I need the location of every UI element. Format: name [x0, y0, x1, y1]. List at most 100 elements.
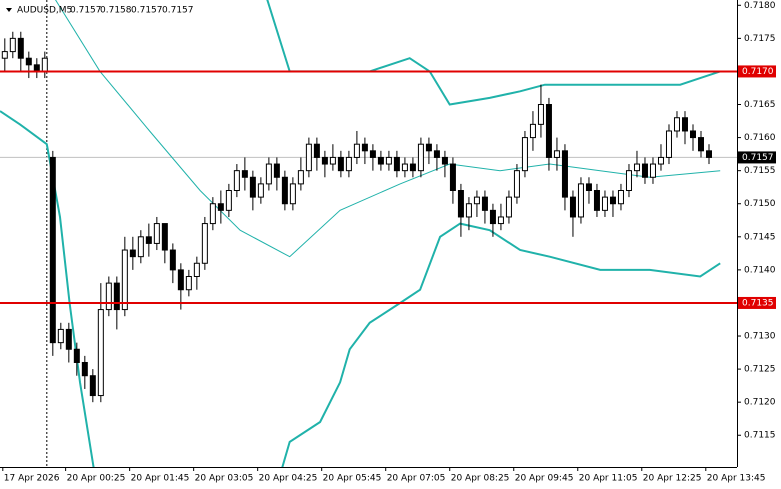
candle-body — [697, 137, 704, 152]
candle-body — [545, 104, 552, 158]
x-tick-label: 20 Apr 09:45 — [515, 474, 574, 484]
candle-body — [89, 375, 96, 397]
current-price-label: 0.7157 — [742, 153, 774, 163]
candle-body — [577, 183, 584, 218]
candle-body — [137, 236, 144, 258]
candle-body — [73, 348, 80, 363]
candle-body — [673, 117, 680, 132]
candle-body — [337, 156, 344, 172]
x-tick-label: 20 Apr 05:45 — [323, 474, 382, 484]
candle-body — [409, 163, 416, 172]
candle-body — [617, 190, 624, 205]
candle-body — [313, 143, 320, 158]
candle-body — [633, 163, 640, 172]
candle-body — [481, 196, 488, 211]
candle-body — [593, 190, 600, 211]
candle-body — [193, 262, 200, 277]
candle-body — [257, 183, 264, 198]
candle-body — [561, 150, 568, 198]
candle-body — [497, 216, 504, 225]
candle-body — [489, 209, 496, 225]
candle-body — [41, 57, 48, 72]
candle-body — [609, 196, 616, 205]
y-tick-label: 0.7145 — [744, 232, 776, 242]
x-tick-label: 20 Apr 11:05 — [579, 474, 638, 484]
y-tick-label: 0.7165 — [744, 100, 776, 110]
candle-body — [105, 282, 112, 311]
candle-body — [441, 156, 448, 165]
candle-body — [305, 143, 312, 172]
candle-body — [97, 309, 104, 397]
y-tick-label: 0.7130 — [744, 332, 776, 342]
candle-body — [121, 249, 128, 311]
candle-body — [425, 143, 432, 152]
candle-body — [289, 183, 296, 205]
candle-body — [689, 130, 696, 139]
x-tick-label: 20 Apr 03:05 — [195, 474, 254, 484]
x-tick-label: 20 Apr 13:45 — [707, 474, 766, 484]
current-price-bg — [738, 151, 776, 164]
y-tick-label: 0.7150 — [744, 199, 776, 209]
candle-body — [521, 137, 528, 172]
symbol: AUDUSD,M5 — [17, 6, 72, 16]
candle-body — [681, 117, 688, 132]
candle-body — [569, 196, 576, 218]
candle-body — [457, 190, 464, 218]
level-label: 0.7135 — [742, 298, 774, 308]
x-tick-label: 20 Apr 04:25 — [259, 474, 318, 484]
x-tick-label: 20 Apr 08:25 — [451, 474, 510, 484]
candle-body — [329, 156, 336, 165]
candle-body — [169, 249, 176, 271]
candle-body — [153, 223, 160, 244]
candle-body — [377, 156, 384, 165]
candle-body — [417, 143, 424, 172]
y-tick-label: 0.7175 — [744, 34, 776, 44]
candle-body — [65, 328, 72, 350]
candle-body — [49, 156, 56, 344]
bollinger-band — [55, 0, 721, 258]
candle-body — [641, 163, 648, 178]
candle-body — [321, 156, 328, 165]
candle-body — [473, 196, 480, 205]
candle-body — [601, 196, 608, 211]
candle-body — [225, 190, 232, 211]
candle-body — [353, 143, 360, 158]
candle-body — [161, 223, 168, 251]
x-tick-label: 20 Apr 12:25 — [643, 474, 702, 484]
candle-body — [145, 236, 152, 244]
x-tick-label: 20 Apr 07:05 — [387, 474, 446, 484]
candle-body — [129, 249, 136, 258]
candle-body — [553, 150, 560, 158]
candle-body — [281, 176, 288, 205]
candle-body — [25, 57, 32, 66]
candle-body — [217, 203, 224, 211]
level-label: 0.7170 — [742, 67, 774, 77]
candle-body — [401, 163, 408, 172]
menu-arrow — [6, 8, 12, 12]
candle-body — [449, 163, 456, 192]
candle-body — [345, 156, 352, 172]
header-value: 0.7157 — [131, 6, 163, 16]
candle-body — [505, 196, 512, 218]
candle-body — [177, 269, 184, 291]
candle-body — [1, 51, 8, 59]
candle-body — [513, 170, 520, 198]
header-value: 0.7158 — [100, 6, 132, 16]
header-value: 0.7157 — [162, 6, 194, 16]
candle-body — [537, 104, 544, 125]
y-tick-label: 0.7180 — [744, 1, 776, 11]
y-tick-label: 0.7160 — [744, 133, 776, 143]
candle-body — [649, 163, 656, 178]
y-tick-label: 0.7120 — [744, 398, 776, 408]
candle-body — [241, 170, 248, 178]
candle-body — [705, 150, 712, 158]
x-tick-label: 20 Apr 01:45 — [131, 474, 190, 484]
candle-body — [233, 170, 240, 192]
candle-body — [273, 163, 280, 178]
candle-body — [465, 203, 472, 218]
candle-body — [81, 361, 88, 377]
candle-body — [265, 163, 272, 185]
candle-body — [297, 170, 304, 185]
